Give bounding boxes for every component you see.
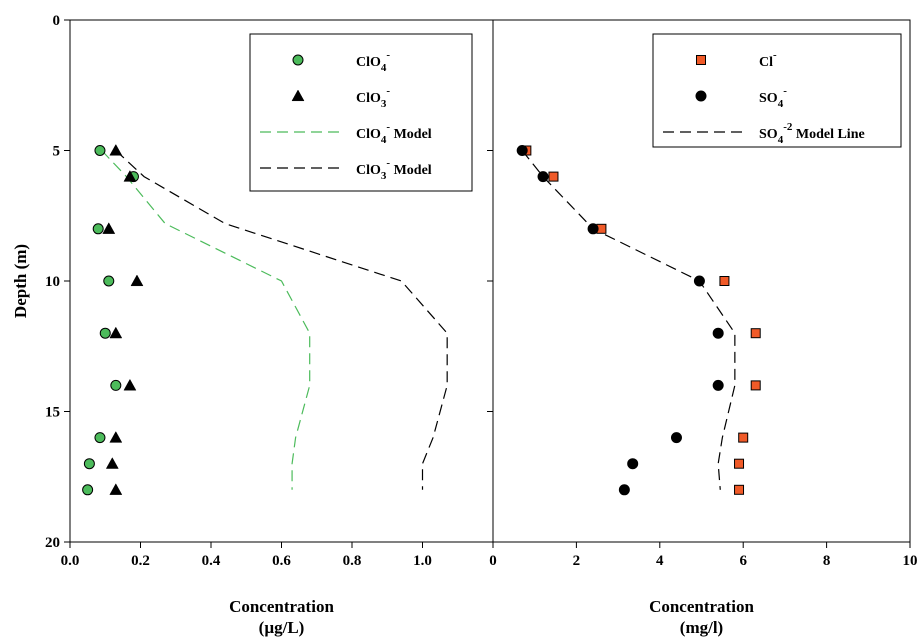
point-cl-	[750, 328, 761, 339]
point-clo3-	[102, 222, 116, 234]
legend-marker	[695, 90, 707, 102]
legend-label-2: ClO4- Model	[356, 121, 432, 146]
legend-label-subscript: 4	[381, 62, 387, 74]
legend-marker	[696, 55, 706, 65]
point-clo4-	[92, 223, 104, 235]
point-so4-	[712, 327, 724, 339]
x-tick-label-right: 4	[656, 553, 664, 569]
x-tick-label-right: 10	[903, 553, 918, 569]
point-clo4-	[94, 432, 106, 444]
point-clo3-	[130, 274, 144, 287]
legend-label-superscript: -	[386, 85, 390, 97]
point-clo3-	[109, 431, 123, 443]
legend-label-subscript: 4	[778, 98, 784, 110]
x-tick-label-right: 2	[573, 553, 581, 569]
point-so4-	[693, 275, 705, 287]
point-clo3-	[123, 170, 137, 182]
legend-label-base: ClO	[356, 55, 381, 70]
point-so4-	[627, 458, 639, 470]
legend-label-suffix: Model Line	[792, 127, 864, 142]
point-clo3-	[109, 143, 123, 156]
legend-label-0: ClO4-	[356, 49, 390, 74]
left-panel: 0.0 0.2 0.4 0.6 0.8 1.0 0 5 10 15 20 Concentration (…	[11, 13, 494, 637]
legend-label-superscript: -	[386, 157, 390, 169]
legend-label-base: ClO	[356, 163, 381, 178]
series-line-so4-2-model-line	[521, 150, 736, 490]
x-tick-label-left: 0.2	[131, 553, 150, 569]
x-tick-label-left: 0.8	[343, 553, 362, 569]
legend-box-right	[652, 33, 902, 148]
x-axis-unit-right: (mg/l)	[680, 618, 723, 637]
legend-label-suffix: Model	[390, 127, 432, 142]
point-clo4-	[99, 327, 111, 339]
y-tick-label: 15	[45, 405, 60, 421]
x-axis-title-right: Concentration	[649, 597, 754, 616]
legend-label-base: ClO	[356, 91, 381, 106]
point-clo4-	[83, 458, 95, 470]
series-line-clo3-model	[115, 150, 448, 490]
point-cl-	[738, 432, 749, 443]
legend-box-left	[249, 33, 473, 192]
point-clo4-	[110, 379, 122, 391]
legend-label-superscript: -	[783, 85, 787, 97]
point-cl-	[548, 171, 559, 182]
y-tick-label: 0	[53, 13, 61, 29]
x-axis-unit-left: (µg/L)	[259, 618, 305, 637]
point-clo4-	[82, 484, 94, 496]
series-line-clo4-model	[101, 150, 311, 490]
legend-label-superscript: -	[773, 49, 777, 61]
legend-label-subscript: 3	[381, 170, 387, 182]
point-so4-	[537, 171, 549, 183]
point-clo3-	[109, 326, 123, 339]
legend-label-subscript: 4	[778, 134, 784, 146]
legend-label-0: Cl-	[759, 49, 777, 70]
point-clo3-	[105, 457, 119, 469]
point-so4-	[516, 145, 528, 156]
x-tick-label-left: 0.0	[61, 553, 80, 569]
legend-label-1: ClO3-	[356, 85, 390, 110]
y-tick-label: 5	[53, 144, 61, 160]
x-tick-label-left: 1.0	[413, 553, 432, 569]
point-so4-	[712, 379, 724, 391]
x-tick-label-right: 6	[739, 553, 747, 569]
point-so4-	[618, 484, 630, 496]
legend-label-base: SO	[759, 91, 778, 106]
point-clo4-	[103, 275, 115, 287]
point-cl-	[734, 484, 745, 495]
point-clo4-	[94, 145, 106, 156]
x-axis-title-left: Concentration	[229, 597, 334, 616]
legend-label-subscript: 3	[381, 98, 387, 110]
x-tick-label-right: 0	[489, 553, 497, 569]
legend-marker	[291, 89, 305, 102]
y-axis-title: Depth (m)	[11, 244, 30, 318]
legend-label-suffix: Model	[390, 163, 432, 178]
x-tick-label-left: 0.4	[202, 553, 221, 569]
legend-label-3: ClO3- Model	[356, 157, 432, 182]
point-cl-	[719, 276, 730, 286]
legend-label-base: SO	[759, 127, 778, 142]
legend-label-base: Cl	[759, 55, 773, 70]
point-cl-	[734, 458, 745, 469]
legend-label-superscript: -2	[783, 121, 793, 133]
legend-label-1: SO4-	[759, 85, 787, 110]
point-clo3-	[123, 378, 137, 391]
legend-label-subscript: 4	[381, 134, 387, 146]
x-tick-label-right: 8	[823, 553, 831, 569]
legend-label-superscript: -	[386, 121, 390, 133]
legend-marker	[292, 54, 304, 66]
point-so4-	[587, 223, 599, 235]
legend-label-base: ClO	[356, 127, 381, 142]
legend-label-2: SO4-2 Model Line	[759, 121, 865, 146]
point-so4-	[670, 432, 682, 444]
y-tick-label: 10	[45, 274, 60, 290]
point-clo3-	[109, 483, 123, 495]
y-tick-label: 20	[45, 535, 60, 551]
point-cl-	[750, 380, 761, 391]
legend-label-superscript: -	[386, 49, 390, 61]
x-tick-label-left: 0.6	[272, 553, 291, 569]
